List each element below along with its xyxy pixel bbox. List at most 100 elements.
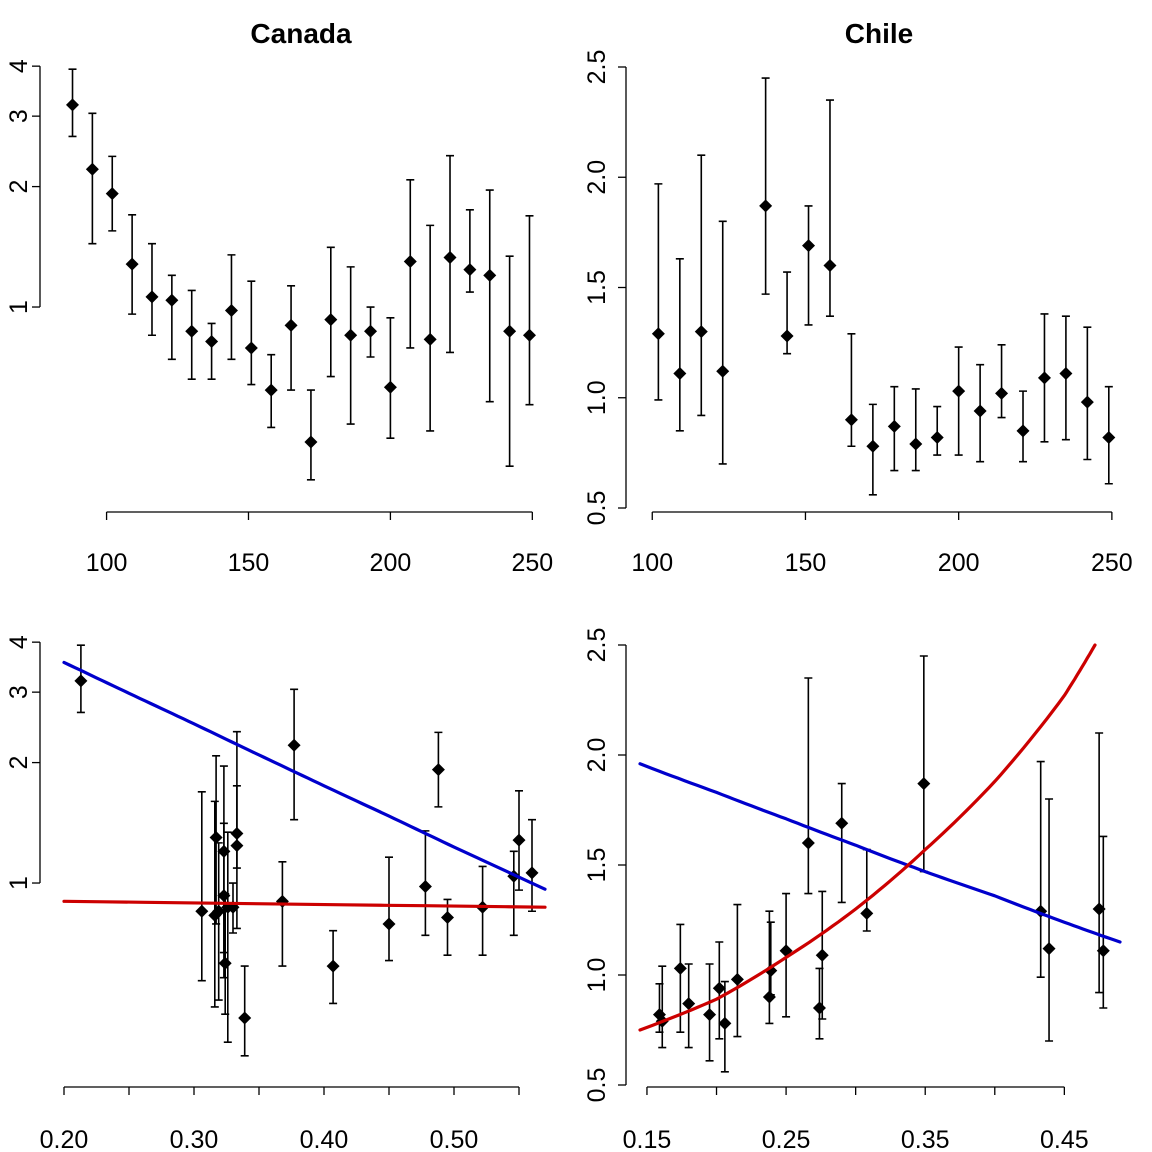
error-bar bbox=[1099, 835, 1108, 1009]
data-point bbox=[224, 304, 238, 318]
data-point bbox=[909, 437, 923, 451]
data-point bbox=[205, 335, 219, 349]
data-point bbox=[844, 413, 858, 427]
y-tick-label: 2 bbox=[5, 180, 33, 194]
data-point bbox=[287, 738, 301, 752]
x-tick-label: 150 bbox=[785, 549, 827, 577]
data-point bbox=[673, 961, 687, 975]
data-point bbox=[1102, 430, 1116, 444]
data-point bbox=[759, 199, 773, 213]
error-bar bbox=[837, 782, 846, 904]
y-tick-label: 3 bbox=[5, 685, 33, 699]
data-point bbox=[503, 324, 517, 338]
data-point bbox=[716, 364, 730, 378]
data-point bbox=[673, 366, 687, 380]
data-point bbox=[764, 964, 778, 978]
data-point bbox=[802, 239, 816, 253]
y-tick-label: 2.0 bbox=[583, 160, 611, 195]
data-point bbox=[525, 866, 539, 880]
data-point bbox=[284, 318, 298, 332]
x-tick-label: 0.40 bbox=[300, 1126, 349, 1152]
error-bar bbox=[1083, 326, 1092, 461]
data-point bbox=[125, 257, 139, 271]
error-bar bbox=[825, 99, 834, 317]
data-point bbox=[418, 880, 432, 894]
data-point bbox=[682, 997, 696, 1011]
panel-title: Canada bbox=[250, 18, 352, 49]
data-point bbox=[185, 324, 199, 338]
data-point bbox=[718, 1016, 732, 1030]
error-bar bbox=[385, 856, 393, 962]
error-bar bbox=[346, 266, 355, 425]
data-point bbox=[952, 384, 966, 398]
x-tick-label: 100 bbox=[631, 549, 673, 577]
error-bar bbox=[997, 344, 1006, 419]
error-bar bbox=[426, 224, 435, 432]
panel-chile-top: Chile 100 150 200 250 0.5 1.0 1.5 2.0 2.5 bbox=[583, 18, 1133, 577]
data-point bbox=[195, 904, 209, 918]
data-point bbox=[995, 386, 1009, 400]
data-point bbox=[973, 404, 987, 418]
error-bar bbox=[509, 850, 518, 937]
error-bar bbox=[223, 831, 232, 1044]
data-point bbox=[441, 911, 454, 925]
error-bar bbox=[214, 842, 223, 1001]
y-tick-label: 1 bbox=[5, 300, 33, 314]
panel-chile-bottom: 0.15 0.25 0.35 0.45 0.5 1.0 1.5 2.0 2.5 bbox=[583, 628, 1122, 1152]
error-bar bbox=[804, 205, 813, 326]
data-point bbox=[382, 917, 396, 931]
error-bar bbox=[207, 322, 216, 381]
data-point bbox=[712, 981, 726, 995]
error-bar bbox=[232, 784, 241, 869]
error-bar bbox=[1036, 760, 1045, 978]
x-tick-label: 0.45 bbox=[1040, 1126, 1089, 1152]
x-tick-label: 200 bbox=[938, 549, 980, 577]
error-bar bbox=[954, 346, 963, 456]
data-point bbox=[238, 1011, 252, 1025]
data-point bbox=[264, 383, 278, 397]
y-tick-label: 2 bbox=[5, 756, 33, 770]
data-point bbox=[762, 990, 776, 1004]
data-point bbox=[218, 956, 232, 970]
data-point bbox=[105, 187, 119, 201]
error-bar bbox=[718, 220, 727, 465]
data-point bbox=[1096, 944, 1110, 958]
error-bar bbox=[240, 965, 249, 1057]
data-point bbox=[815, 948, 829, 962]
y-tick-label: 3 bbox=[5, 109, 33, 123]
error-bar bbox=[697, 154, 706, 417]
error-bar bbox=[167, 274, 176, 361]
data-point bbox=[512, 833, 526, 847]
error-bar bbox=[386, 316, 395, 440]
y-tick-label: 0.5 bbox=[583, 1068, 611, 1103]
data-point bbox=[483, 268, 497, 282]
y-tick-label: 2.5 bbox=[583, 50, 611, 85]
x-tick-label: 0.50 bbox=[430, 1126, 479, 1152]
data-point bbox=[930, 430, 944, 444]
y-tick-label: 4 bbox=[5, 59, 33, 73]
error-bar bbox=[465, 208, 474, 293]
x-tick-label: 0.20 bbox=[40, 1126, 89, 1152]
data-point bbox=[823, 258, 837, 272]
data-point bbox=[244, 341, 258, 355]
error-bar bbox=[654, 183, 663, 401]
data-point bbox=[1016, 424, 1030, 438]
error-bar bbox=[221, 892, 230, 1016]
data-point bbox=[812, 1001, 826, 1015]
data-point bbox=[1059, 366, 1073, 380]
data-point bbox=[230, 839, 244, 853]
error-bar bbox=[847, 333, 856, 448]
data-point bbox=[326, 959, 340, 973]
x-tick-label: 0.35 bbox=[901, 1126, 950, 1152]
red-fit-curve bbox=[638, 643, 1097, 1032]
y-tick-label: 2.0 bbox=[583, 738, 611, 773]
y-tick-label: 1.5 bbox=[583, 848, 611, 883]
error-bar bbox=[933, 405, 942, 456]
data-point bbox=[165, 293, 179, 307]
error-bar bbox=[290, 688, 299, 821]
y-tick-label: 1.0 bbox=[583, 380, 611, 415]
data-point bbox=[145, 290, 159, 304]
data-point bbox=[304, 435, 318, 449]
data-point bbox=[403, 254, 417, 268]
data-point bbox=[85, 162, 99, 176]
